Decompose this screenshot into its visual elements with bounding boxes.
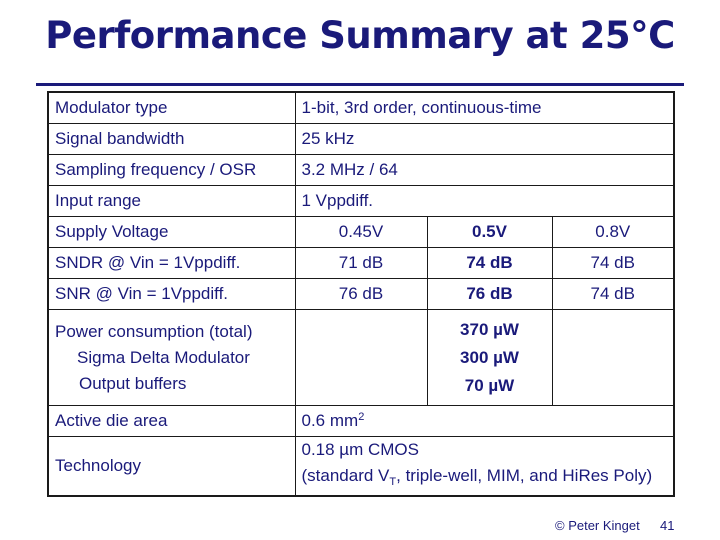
- row-label-die-area: Active die area: [47, 405, 296, 437]
- value-technology-options: (standard VT, triple-well, MIM, and HiRe…: [302, 463, 668, 495]
- value-snr-low: 76 dB: [294, 278, 428, 310]
- value-technology-cell: 0.18 µm CMOS (standard VT, triple-well, …: [294, 436, 675, 497]
- row-label-technology: Technology: [55, 456, 142, 475]
- value-power-nominal-cell: 370 µW 300 µW 70 µW: [426, 309, 553, 406]
- table-row: Input range 1 Vppdiff.: [47, 185, 675, 217]
- table-row: Supply Voltage 0.45V 0.5V 0.8V: [47, 216, 675, 248]
- value-sampling-frequency: 3.2 MHz / 64: [294, 154, 675, 186]
- value-technology-process: 0.18 µm CMOS: [301, 440, 420, 459]
- value-die-area: 0.6 mm: [301, 411, 359, 430]
- value-supply-voltage-low: 0.45V: [294, 216, 428, 248]
- table-row: Sampling frequency / OSR 3.2 MHz / 64: [47, 154, 675, 186]
- table-row: Power consumption (total) Sigma Delta Mo…: [47, 309, 675, 406]
- value-snr-nominal: 76 dB: [426, 278, 553, 310]
- value-signal-bandwidth: 25 kHz: [294, 123, 675, 155]
- row-label-supply-voltage: Supply Voltage: [47, 216, 296, 248]
- table-row: Active die area 0.6 mm2: [47, 405, 675, 437]
- table-row: Technology 0.18 µm CMOS (standard VT, tr…: [47, 436, 675, 497]
- title-underline: [36, 83, 684, 86]
- value-sndr-low: 71 dB: [294, 247, 428, 279]
- row-label-modulator-type: Modulator type: [47, 91, 296, 124]
- slide-title: Performance Summary at 25°C: [45, 14, 675, 57]
- value-supply-voltage-nominal: 0.5V: [426, 216, 553, 248]
- table-row: Signal bandwidth 25 kHz: [47, 123, 675, 155]
- page-number: 41: [660, 518, 675, 533]
- row-label-power: Power consumption (total): [55, 321, 253, 341]
- row-label-input-range: Input range: [47, 185, 296, 217]
- value-die-area-exponent: 2: [358, 411, 365, 423]
- value-input-range: 1 Vppdiff.: [294, 185, 675, 217]
- table-row: SNR @ Vin = 1Vppdiff. 76 dB 76 dB 74 dB: [47, 278, 675, 310]
- table-row: SNDR @ Vin = 1Vppdiff. 71 dB 74 dB 74 dB: [47, 247, 675, 279]
- row-label-sampling-frequency: Sampling frequency / OSR: [47, 154, 296, 186]
- row-sublabel-output-buffers: Output buffers: [79, 373, 187, 393]
- value-sndr-nominal: 74 dB: [426, 247, 553, 279]
- value-sndr-high: 74 dB: [551, 247, 675, 279]
- performance-summary-table: Modulator type 1-bit, 3rd order, continu…: [47, 91, 676, 497]
- table-row: Modulator type 1-bit, 3rd order, continu…: [47, 91, 675, 124]
- value-power-modulator: 300 µW: [460, 347, 519, 367]
- row-label-signal-bandwidth: Signal bandwidth: [47, 123, 296, 155]
- value-power-total: 370 µW: [460, 319, 519, 339]
- row-label-snr: SNR @ Vin = 1Vppdiff.: [47, 278, 296, 310]
- row-label-sndr: SNDR @ Vin = 1Vppdiff.: [47, 247, 296, 279]
- value-power-low-empty: [294, 309, 428, 406]
- value-technology-options-sub: T: [389, 476, 397, 488]
- row-label-power-cell: Power consumption (total) Sigma Delta Mo…: [47, 309, 296, 406]
- value-supply-voltage-high: 0.8V: [551, 216, 675, 248]
- value-modulator-type: 1-bit, 3rd order, continuous-time: [294, 91, 675, 124]
- value-technology-options-pre: (standard V: [301, 466, 390, 485]
- row-sublabel-modulator: Sigma Delta Modulator: [77, 347, 250, 367]
- row-label-technology-cell: Technology: [47, 436, 296, 497]
- value-technology-options-post: , triple-well, MIM, and HiRes Poly): [396, 466, 653, 485]
- value-power-output-buffers: 70 µW: [464, 375, 515, 395]
- value-power-high-empty: [551, 309, 675, 406]
- value-snr-high: 74 dB: [551, 278, 675, 310]
- value-die-area-cell: 0.6 mm2: [294, 405, 675, 437]
- footer-copyright: © Peter Kinget: [555, 518, 640, 533]
